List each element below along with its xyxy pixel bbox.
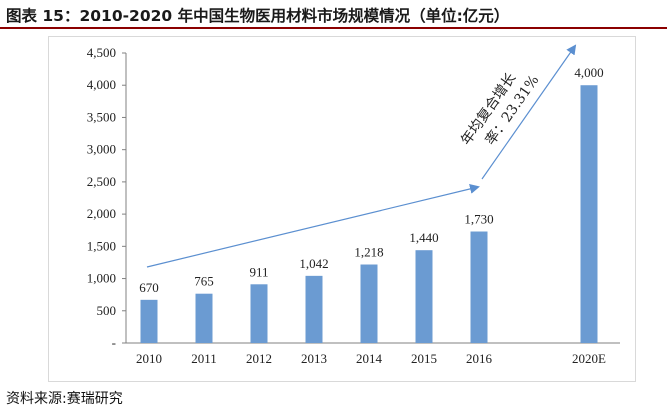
y-tick-label: 4,000: [87, 77, 116, 92]
bar-2016: [470, 231, 488, 343]
y-tick-label: 2,000: [87, 206, 116, 221]
y-tick-label: -: [112, 335, 116, 350]
x-tick-label: 2015: [411, 351, 437, 366]
y-tick-label: 1,500: [87, 238, 116, 253]
bar-2013: [305, 275, 323, 343]
y-tick-label: 2,500: [87, 174, 116, 189]
chart-frame: [48, 36, 636, 382]
y-tick-label: 1,000: [87, 271, 116, 286]
data-label: 1,440: [409, 230, 438, 245]
y-tick-label: 3,500: [87, 109, 116, 124]
trend-arrow-2010-2016: [146, 184, 480, 268]
x-tick-label: 2010: [136, 351, 162, 366]
y-tick-label: 3,000: [87, 142, 116, 157]
bar-2015: [415, 250, 433, 343]
y-tick-label: 500: [97, 303, 117, 318]
data-label: 1,042: [299, 256, 328, 271]
data-label: 4,000: [574, 65, 603, 80]
bar-2020E: [580, 85, 598, 343]
bar-2014: [360, 264, 378, 343]
x-tick-label: 2020E: [572, 351, 606, 366]
x-tick-label: 2013: [301, 351, 327, 366]
y-tick-label: 4,500: [87, 45, 116, 60]
bar-2010: [140, 299, 158, 343]
data-label: 1,730: [464, 212, 493, 227]
data-label: 1,218: [354, 245, 383, 260]
data-label: 911: [249, 264, 268, 279]
data-label: 765: [194, 274, 214, 289]
x-tick-label: 2012: [246, 351, 272, 366]
title-divider: [0, 27, 667, 29]
bar-2011: [195, 293, 213, 343]
x-tick-label: 2011: [191, 351, 217, 366]
data-label: 670: [139, 280, 159, 295]
trend-arrow-2016-2020: [481, 44, 577, 180]
x-tick-label: 2014: [356, 351, 383, 366]
x-tick-label: 2016: [466, 351, 493, 366]
chart-title: 图表 15：2010-2020 年中国生物医用材料市场规模情况（单位:亿元）: [6, 7, 510, 25]
source-note: 资料来源:赛瑞研究: [6, 391, 123, 407]
bar-2012: [250, 284, 268, 343]
